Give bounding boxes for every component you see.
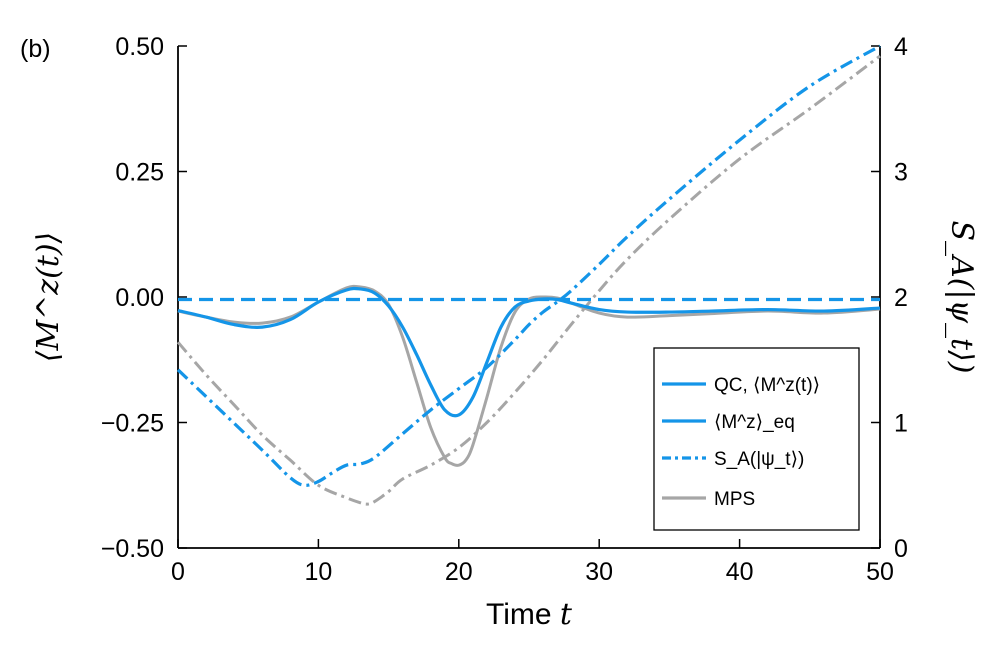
- x-tick-label: 10: [304, 558, 332, 586]
- legend-items: QC, ⟨M^z(t)⟩ ⟨M^z⟩_eq S_A(|ψ_t⟩) MPS: [662, 375, 820, 510]
- y-right-tick-label: 1: [894, 410, 908, 438]
- y-left-tick-label: −0.50: [101, 535, 164, 563]
- y-right-tick-label: 4: [894, 33, 908, 61]
- y-left-tick-label: 0.00: [115, 284, 164, 312]
- x-tick-label: 20: [445, 558, 473, 586]
- legend-box: [653, 347, 860, 531]
- series-line-0: [177, 286, 881, 418]
- y-right-tick-label: 2: [894, 284, 908, 312]
- y-axis-right-label: S_A(|ψ_t⟩): [944, 220, 979, 373]
- y-left-tick-label: 0.25: [115, 159, 164, 187]
- legend-label-2: S_A(|ψ_t⟩): [714, 449, 804, 470]
- series-layer: [176, 44, 881, 506]
- y-axis-left-label: ⟨M^z(t)⟩: [31, 232, 66, 363]
- legend-label-3: MPS: [714, 489, 755, 510]
- y-right-tick-label: 3: [894, 159, 908, 187]
- legend-label-0: QC, ⟨M^z(t)⟩: [714, 375, 820, 396]
- series-line-2: [176, 44, 881, 487]
- y-left-tick-label: −0.25: [101, 410, 164, 438]
- x-axis-label-text: Time: [486, 598, 560, 631]
- x-tick-label: 40: [726, 558, 754, 586]
- y-left-tick-label: 0.50: [115, 33, 164, 61]
- x-tick-label: 30: [585, 558, 613, 586]
- series-line-4: [176, 54, 881, 506]
- x-axis-label-var: t: [560, 597, 573, 632]
- x-tick-label: 50: [866, 558, 894, 586]
- panel-label: (b): [20, 35, 51, 63]
- legend: QC, ⟨M^z(t)⟩ ⟨M^z⟩_eq S_A(|ψ_t⟩) MPS: [653, 347, 860, 531]
- y-right-tick-label: 0: [894, 535, 908, 563]
- y-axis-right-ticks: 0 1 2 3 4: [871, 33, 908, 563]
- legend-label-1: ⟨M^z⟩_eq: [714, 412, 795, 433]
- x-axis-ticks: 0 10 20 30 40 50: [171, 539, 894, 586]
- x-axis-label: Time t: [486, 597, 573, 632]
- y-axis-left-ticks: −0.50 −0.25 0.00 0.25 0.50: [101, 33, 187, 563]
- x-tick-label: 0: [171, 558, 185, 586]
